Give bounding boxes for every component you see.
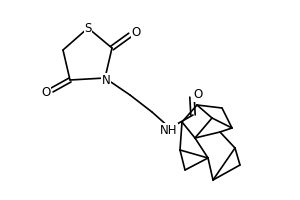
Text: O: O bbox=[131, 26, 141, 40]
Text: N: N bbox=[102, 73, 110, 86]
Text: O: O bbox=[194, 88, 202, 102]
Text: NH: NH bbox=[160, 123, 178, 136]
Text: S: S bbox=[84, 21, 92, 34]
Text: O: O bbox=[41, 86, 51, 98]
